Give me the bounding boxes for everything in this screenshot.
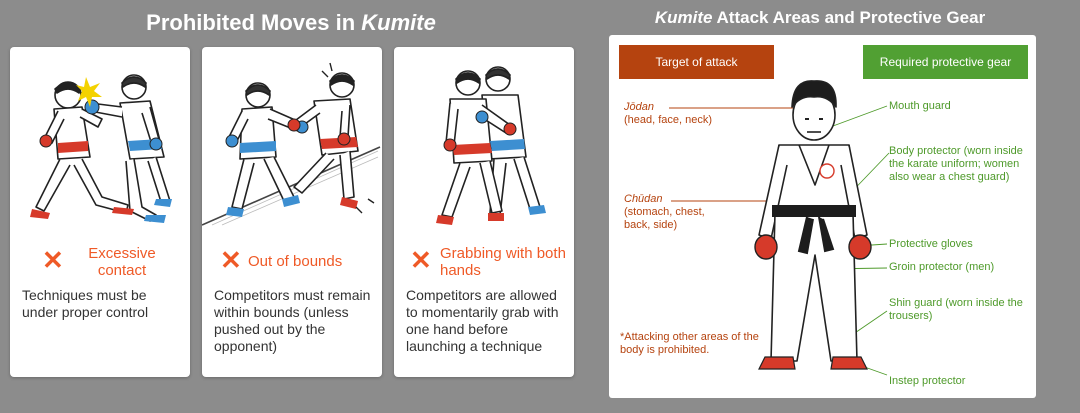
rule-header: ✕ Grabbing with both hands	[394, 243, 574, 283]
gear-mouth-guard: Mouth guard	[889, 100, 951, 112]
rule-title: Grabbing with both hands	[440, 245, 566, 279]
rule-card-out-of-bounds: ✕ Out of bounds Competitors must remain …	[202, 47, 382, 377]
right-heading: Kumite Attack Areas and Protective Gear	[654, 8, 986, 27]
left-heading: Prohibited Moves in Kumite	[146, 10, 436, 35]
gear-tag: Required protective gear	[863, 45, 1028, 79]
x-mark-icon: ✕	[220, 245, 242, 275]
rule-header: ✕ Out of bounds	[202, 243, 382, 283]
target-chudan: Chūdan (stomach, chest, back, side)	[624, 193, 705, 231]
grabbing-illustration	[436, 66, 546, 225]
rule-description: Competitors must remain within bounds (u…	[214, 287, 371, 354]
target-jodan: Jōdan (head, face, neck)	[624, 101, 713, 126]
out-of-bounds-illustration	[202, 62, 381, 226]
rule-description: Competitors are allowed to momentarily g…	[406, 287, 559, 354]
target-tag: Target of attack	[619, 45, 774, 79]
footnote: *Attacking other areas of the body is pr…	[620, 331, 759, 356]
attack-areas-panel: Target of attack Required protective gea…	[609, 35, 1036, 398]
gear-instep-protector: Instep protector	[889, 375, 966, 387]
gear-body-protector: Body protector (worn inside the karate u…	[889, 145, 1023, 183]
karateka-figure	[669, 80, 890, 376]
rule-title: Excessive contact	[88, 245, 156, 279]
rule-header: ✕ Excessive contact	[10, 243, 190, 283]
gear-groin-protector: Groin protector (men)	[889, 261, 995, 273]
rule-card-excessive-contact: ✕ Excessive contact Techniques must be u…	[10, 47, 190, 377]
rule-title: Out of bounds	[248, 253, 343, 270]
excessive-contact-illustration	[30, 74, 172, 223]
rule-description: Techniques must be under proper control	[22, 287, 149, 320]
x-mark-icon: ✕	[410, 245, 432, 275]
gear-shin-guard: Shin guard (worn inside the trousers)	[889, 297, 1023, 322]
rule-card-grabbing: ✕ Grabbing with both hands Competitors a…	[394, 47, 574, 377]
x-mark-icon: ✕	[42, 245, 64, 275]
gear-protective-gloves: Protective gloves	[889, 238, 973, 250]
